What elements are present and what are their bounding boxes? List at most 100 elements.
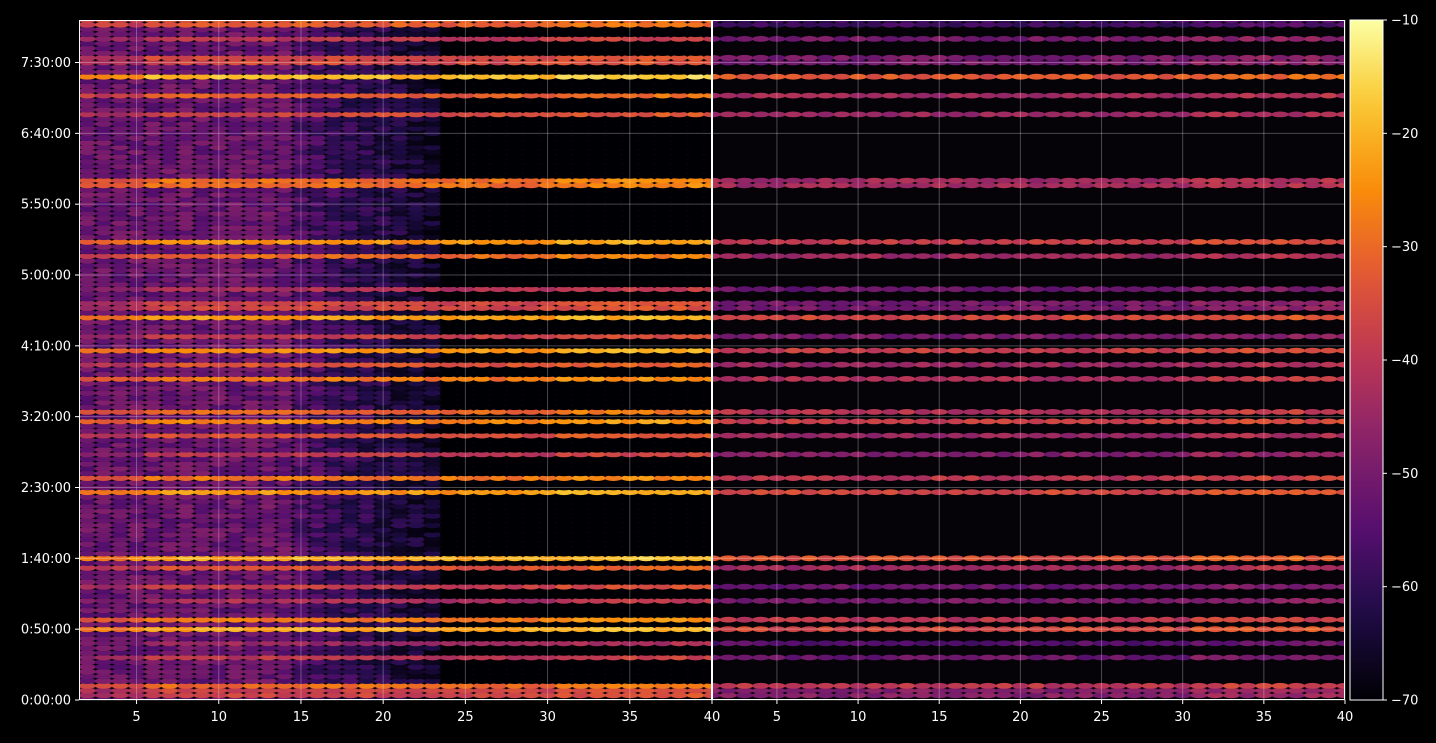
heatmap-cell bbox=[94, 390, 113, 396]
heatmap-cell bbox=[637, 640, 656, 647]
heatmap-cell bbox=[79, 309, 97, 316]
heatmap-cell bbox=[670, 366, 688, 373]
heatmap-cell bbox=[670, 649, 688, 656]
heatmap-cell bbox=[472, 522, 491, 529]
heatmap-cell bbox=[522, 267, 540, 274]
heatmap-cell bbox=[177, 390, 195, 396]
heatmap-cell bbox=[160, 607, 179, 614]
heatmap-cell bbox=[670, 498, 688, 505]
heatmap-cell bbox=[177, 300, 195, 307]
heatmap-cell bbox=[374, 342, 393, 349]
heatmap-cell bbox=[538, 215, 557, 222]
heatmap-cell bbox=[456, 295, 475, 302]
heatmap-cell bbox=[571, 361, 590, 368]
heatmap-cell bbox=[193, 286, 212, 293]
heatmap-cell bbox=[242, 612, 261, 618]
heatmap-cell bbox=[209, 555, 228, 562]
heatmap-cell bbox=[374, 125, 393, 132]
heatmap-cell bbox=[637, 423, 656, 429]
heatmap-cell bbox=[653, 399, 672, 406]
heatmap-cell bbox=[703, 659, 712, 666]
heatmap-cell bbox=[423, 366, 442, 373]
heatmap-cell bbox=[341, 569, 360, 576]
heatmap-cell bbox=[144, 196, 162, 203]
heatmap-cell bbox=[670, 442, 688, 448]
heatmap-cell bbox=[407, 550, 425, 557]
heatmap-cell bbox=[111, 201, 129, 208]
heatmap-cell bbox=[653, 116, 672, 123]
heatmap-cell bbox=[703, 612, 712, 618]
heatmap-cell bbox=[341, 154, 360, 160]
heatmap-cell bbox=[637, 564, 656, 571]
heatmap-cell bbox=[94, 541, 113, 548]
heatmap-cell bbox=[571, 158, 590, 165]
heatmap-cell bbox=[670, 257, 688, 264]
heatmap-cell bbox=[341, 272, 360, 278]
heatmap-cell bbox=[177, 593, 195, 599]
heatmap-cell bbox=[226, 201, 245, 208]
heatmap-cell bbox=[686, 465, 705, 472]
heatmap-cell bbox=[209, 461, 228, 467]
heatmap-cell bbox=[111, 262, 129, 269]
heatmap-cell bbox=[209, 361, 228, 368]
heatmap-cell bbox=[620, 135, 639, 142]
heatmap-cell bbox=[94, 163, 113, 170]
heatmap-cell bbox=[686, 253, 705, 259]
heatmap-cell bbox=[505, 291, 524, 297]
heatmap-cell bbox=[160, 333, 179, 340]
heatmap-cell bbox=[588, 305, 606, 311]
heatmap-cell bbox=[686, 536, 705, 543]
heatmap-cell bbox=[407, 607, 425, 614]
heatmap-cell bbox=[79, 281, 97, 288]
heatmap-cell bbox=[160, 286, 179, 293]
heatmap-cell bbox=[489, 342, 508, 349]
heatmap-cell bbox=[193, 229, 212, 236]
heatmap-cell bbox=[653, 111, 672, 118]
heatmap-cell bbox=[144, 92, 162, 99]
heatmap-cell bbox=[620, 187, 639, 193]
heatmap-cell bbox=[259, 583, 277, 590]
heatmap-cell bbox=[703, 347, 712, 354]
heatmap-cell bbox=[555, 649, 573, 656]
heatmap-cell bbox=[193, 234, 212, 241]
heatmap-cell bbox=[357, 451, 376, 458]
heatmap-cell bbox=[292, 121, 310, 127]
heatmap-cell bbox=[653, 276, 672, 283]
heatmap-cell bbox=[160, 399, 179, 406]
heatmap-cell bbox=[275, 404, 294, 411]
heatmap-cell bbox=[703, 243, 712, 250]
heatmap-cell bbox=[242, 517, 261, 524]
heatmap-cell bbox=[522, 631, 540, 637]
heatmap-cell bbox=[604, 442, 623, 448]
heatmap-cell bbox=[242, 682, 261, 689]
heatmap-cell bbox=[193, 215, 212, 222]
heatmap-cell bbox=[193, 427, 212, 434]
heatmap-cell bbox=[456, 498, 475, 505]
heatmap-cell bbox=[275, 333, 294, 340]
heatmap-cell bbox=[620, 305, 639, 311]
heatmap-cell bbox=[407, 300, 425, 307]
heatmap-cell bbox=[686, 319, 705, 326]
heatmap-cell bbox=[653, 527, 672, 533]
heatmap-cell bbox=[472, 659, 491, 666]
heatmap-cell bbox=[703, 149, 712, 156]
heatmap-cell bbox=[292, 158, 310, 165]
heatmap-cell bbox=[489, 229, 508, 236]
heatmap-cell bbox=[440, 635, 458, 642]
heatmap-cell bbox=[686, 295, 705, 302]
heatmap-cell bbox=[160, 182, 179, 189]
heatmap-cell bbox=[292, 465, 310, 472]
heatmap-cell bbox=[292, 248, 310, 255]
heatmap-cell bbox=[357, 121, 376, 127]
heatmap-cell bbox=[538, 512, 557, 519]
heatmap-cell bbox=[259, 692, 277, 699]
heatmap-cell bbox=[653, 257, 672, 264]
heatmap-cell bbox=[242, 479, 261, 486]
heatmap-cell bbox=[144, 182, 162, 189]
heatmap-cell bbox=[522, 409, 540, 415]
heatmap-cell bbox=[242, 664, 261, 670]
heatmap-cell bbox=[177, 531, 195, 538]
heatmap-cell bbox=[144, 272, 162, 278]
heatmap-cell bbox=[588, 461, 606, 467]
heatmap-cell bbox=[144, 394, 162, 401]
